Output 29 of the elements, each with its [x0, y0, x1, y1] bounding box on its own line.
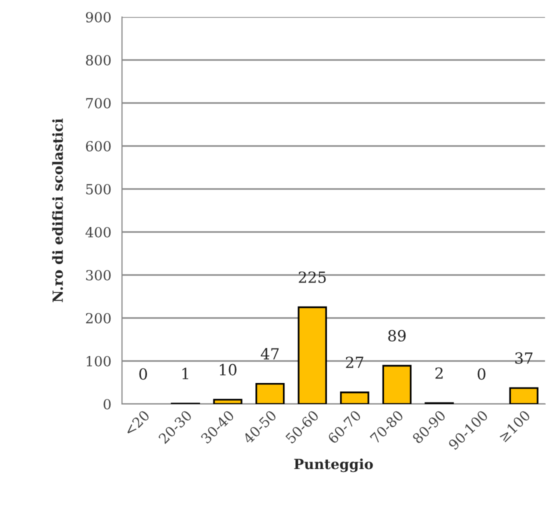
data-label: 89 — [388, 330, 406, 342]
data-label: 0 — [478, 368, 486, 380]
x-tick-label: <20 — [124, 410, 150, 436]
data-label: 27 — [346, 356, 364, 368]
y-tick-label: 200 — [86, 312, 111, 324]
bar — [509, 387, 538, 404]
data-label: 37 — [515, 352, 532, 364]
data-label: 10 — [220, 364, 236, 376]
y-tick-label: 700 — [86, 98, 111, 108]
bar — [298, 306, 327, 404]
data-label: 225 — [298, 271, 326, 284]
y-axis-title: N.ro di edifici scolastici — [52, 118, 63, 302]
data-label: 2 — [435, 367, 443, 379]
data-label: 47 — [260, 348, 279, 360]
bar — [255, 382, 285, 404]
y-tick-label: 400 — [86, 226, 111, 238]
data-label: 1 — [182, 368, 188, 380]
y-tick-label: 600 — [86, 140, 111, 152]
y-tick-label: 500 — [86, 184, 111, 194]
bar — [340, 392, 370, 404]
y-tick-label: 0 — [104, 398, 111, 410]
y-tick-label: 900 — [86, 12, 111, 22]
bar — [382, 364, 412, 404]
x-axis-title: Punteggio — [294, 458, 373, 472]
y-tick-label: 100 — [86, 356, 111, 366]
y-tick-label: 300 — [86, 270, 111, 280]
y-tick-label: 800 — [86, 54, 111, 66]
bar — [213, 398, 242, 404]
data-label: 0 — [139, 368, 147, 380]
